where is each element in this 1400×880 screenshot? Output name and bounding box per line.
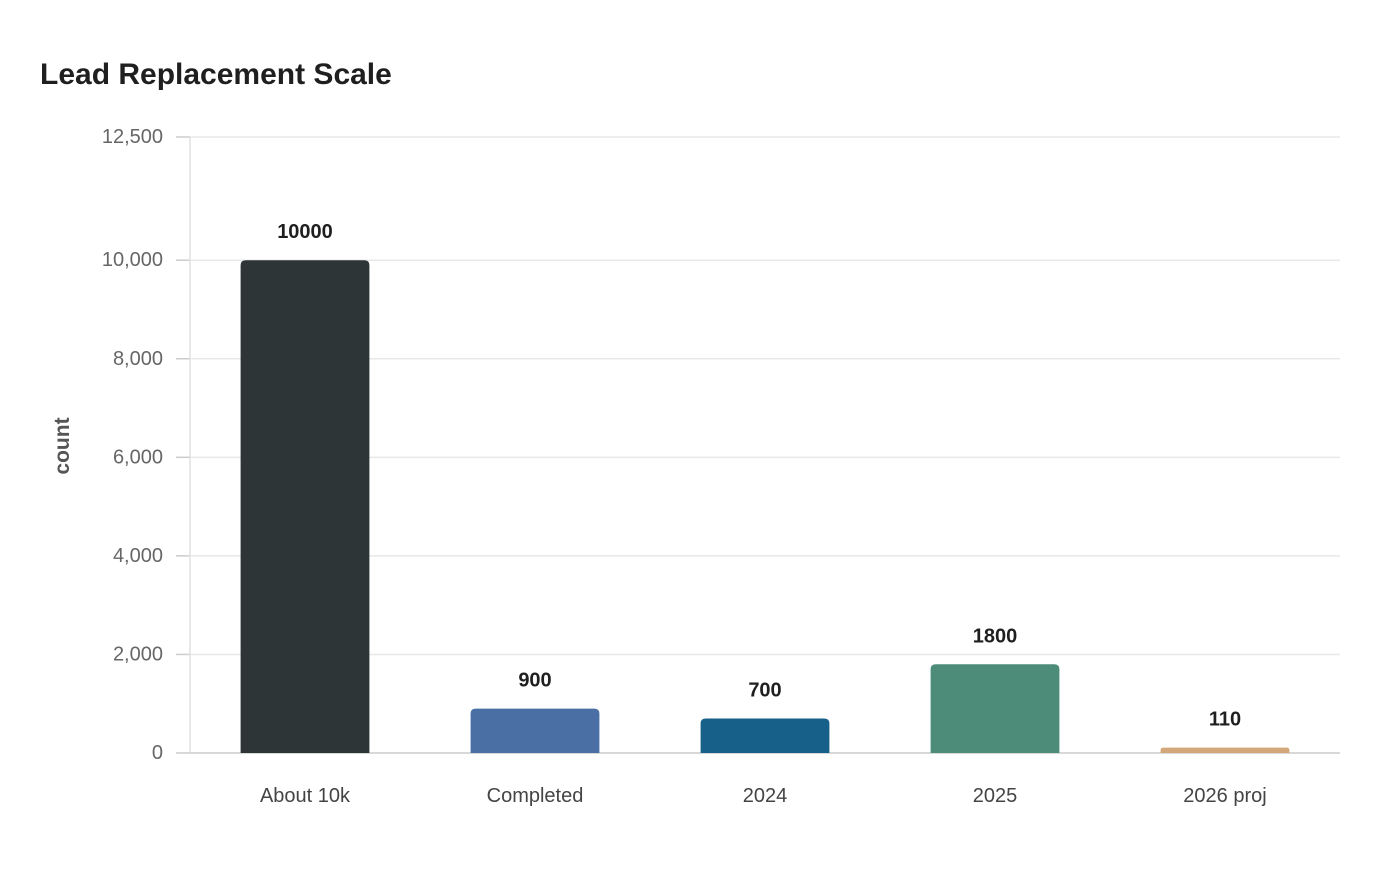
y-tick-label: 2,000: [113, 643, 163, 665]
x-tick-label: About 10k: [260, 785, 351, 807]
bar-completed: [470, 708, 600, 753]
y-tick-label: 10,000: [102, 249, 163, 271]
y-tick-label: 0: [152, 742, 163, 764]
x-tick-label: 2025: [973, 785, 1018, 807]
y-tick-label: 8,000: [113, 348, 163, 370]
data-label: 900: [518, 670, 551, 692]
chart-title: Lead Replacement Scale: [40, 58, 392, 91]
data-label: 700: [748, 680, 781, 702]
data-label: 10000: [277, 221, 333, 243]
y-tick-label: 4,000: [113, 545, 163, 567]
grid-lines: [190, 136, 1340, 656]
bar-2025: [930, 664, 1060, 753]
category-labels: About 10k Completed 2024 2025 2026 proj: [260, 785, 1267, 807]
y-tick-label: 12,500: [102, 126, 163, 148]
data-labels: 10000 900 700 1800 110: [277, 221, 1241, 730]
data-label: 110: [1209, 709, 1241, 731]
x-tick-label: 2024: [743, 785, 788, 807]
y-tick-label: 6,000: [113, 446, 163, 468]
x-tick-label: 2026 proj: [1183, 785, 1266, 807]
x-tick-label: Completed: [487, 785, 584, 807]
bar-2024: [700, 718, 830, 753]
bar-2026-proj: [1160, 747, 1290, 753]
bars: [240, 260, 1290, 753]
bar-about-10k: [240, 260, 370, 753]
data-label: 1800: [973, 625, 1018, 647]
y-tick-labels: 0 2,000 4,000 6,000 8,000 10,000 12,500: [102, 126, 163, 764]
